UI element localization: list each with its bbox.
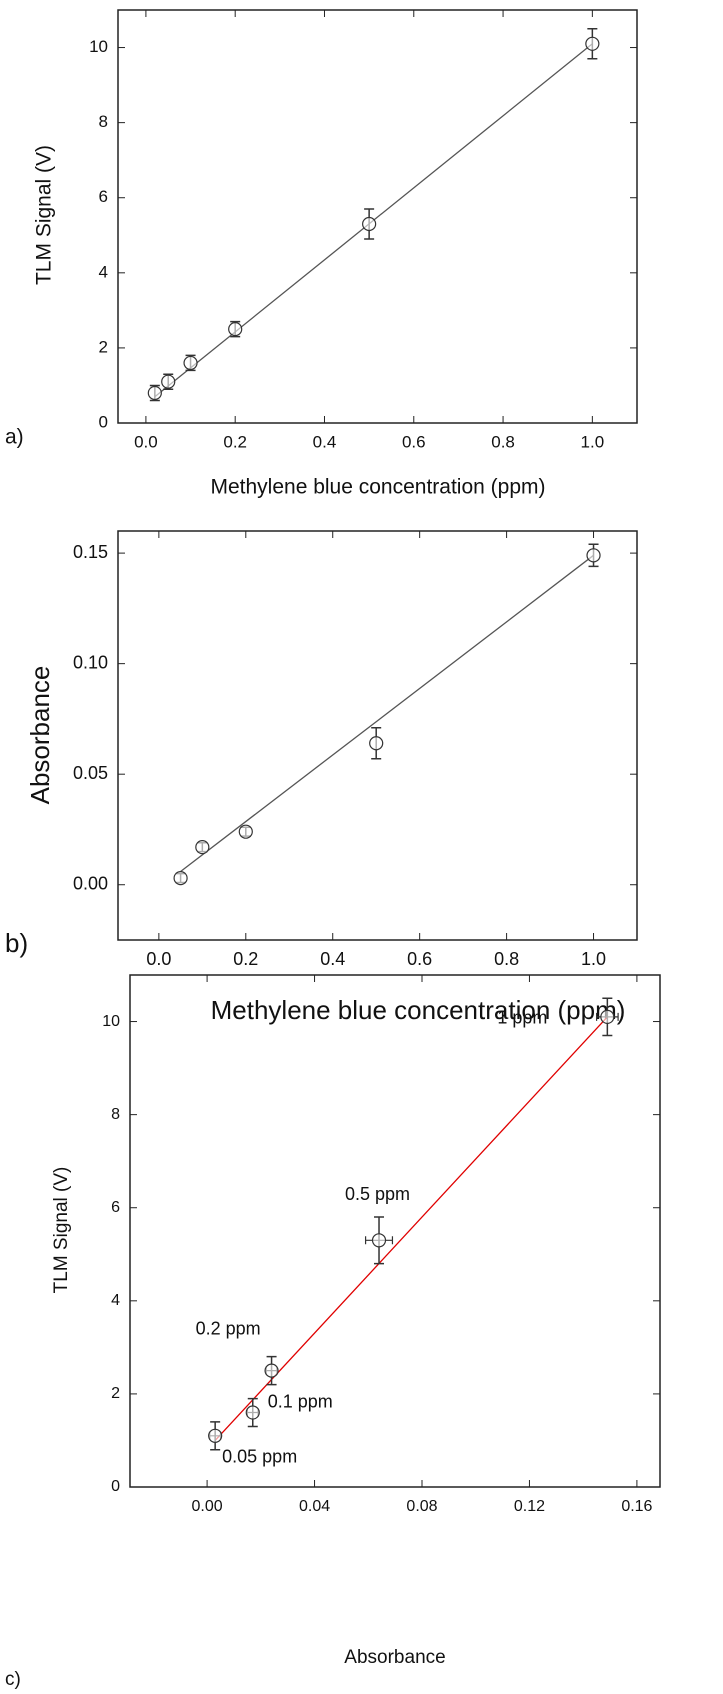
point-label: 0.1 ppm — [268, 1391, 333, 1411]
data-point — [161, 374, 176, 389]
point-label: 0.2 ppm — [196, 1318, 261, 1338]
y-axis-label: TLM Signal (V) — [51, 1167, 72, 1294]
y-tick-label: 8 — [99, 112, 108, 131]
x-tick-label: 0.4 — [313, 432, 337, 451]
x-tick-label: 0.8 — [494, 949, 519, 969]
y-tick-label: 0 — [99, 412, 108, 431]
y-tick-label: 0 — [111, 1478, 120, 1495]
x-tick-label: 0.2 — [233, 949, 258, 969]
y-tick-label: 8 — [111, 1106, 120, 1123]
y-tick-label: 6 — [99, 187, 108, 206]
x-tick-label: 0.2 — [223, 432, 247, 451]
x-tick-label: 0.00 — [192, 1498, 223, 1515]
data-point — [371, 1233, 387, 1248]
y-tick-label: 2 — [111, 1385, 120, 1402]
data-point — [228, 322, 243, 337]
data-point — [600, 1009, 615, 1024]
data-point — [362, 216, 377, 232]
fit-line — [214, 1016, 608, 1441]
x-tick-label: 1.0 — [581, 432, 605, 451]
x-tick-label: 0.0 — [146, 949, 171, 969]
data-point — [586, 548, 601, 563]
fit-line — [180, 554, 594, 872]
plot-frame — [129, 974, 661, 1488]
panel-label: b) — [5, 928, 28, 958]
x-tick-label: 0.4 — [320, 949, 345, 969]
y-tick-label: 0.00 — [73, 873, 108, 893]
x-tick-label: 0.16 — [621, 1498, 652, 1515]
y-tick-label: 2 — [99, 337, 108, 356]
y-tick-label: 0.10 — [73, 652, 108, 672]
x-tick-label: 1.0 — [581, 949, 606, 969]
point-label: 0.05 ppm — [222, 1447, 297, 1467]
x-tick-label: 0.8 — [491, 432, 515, 451]
y-tick-label: 10 — [102, 1013, 120, 1030]
x-tick-label: 0.04 — [299, 1498, 330, 1515]
x-tick-label: 0.08 — [406, 1498, 437, 1515]
x-tick-label: 0.12 — [514, 1498, 545, 1515]
x-axis-label: Methylene blue concentration (ppm) — [211, 995, 626, 1025]
point-label: 1 ppm — [497, 1008, 547, 1028]
data-point — [183, 355, 198, 371]
x-axis-label: Absorbance — [344, 1647, 445, 1668]
data-point — [238, 824, 253, 839]
x-axis-label: Methylene blue concentration (ppm) — [210, 476, 545, 499]
point-label: 0.5 ppm — [345, 1184, 410, 1204]
y-tick-label: 4 — [111, 1292, 120, 1309]
x-tick-label: 0.6 — [407, 949, 432, 969]
y-tick-label: 0.05 — [73, 763, 108, 783]
x-tick-label: 0.6 — [402, 432, 426, 451]
data-point — [147, 385, 162, 401]
y-tick-label: 6 — [111, 1199, 120, 1216]
data-point — [195, 840, 210, 855]
plot-frame — [117, 9, 638, 424]
data-point — [208, 1428, 223, 1443]
data-point — [173, 870, 188, 886]
data-point — [369, 736, 384, 751]
y-tick-label: 0.15 — [73, 542, 108, 562]
y-axis-label: Absorbance — [25, 666, 55, 805]
data-point — [264, 1363, 279, 1378]
panel-label: a) — [5, 426, 24, 449]
y-axis-label: TLM Signal (V) — [33, 145, 56, 285]
y-tick-label: 10 — [89, 37, 108, 56]
panel-label: c) — [5, 1669, 21, 1690]
data-point — [245, 1405, 260, 1420]
x-tick-label: 0.0 — [134, 432, 158, 451]
y-tick-label: 4 — [99, 262, 108, 281]
plot-frame — [117, 530, 638, 941]
data-point — [585, 36, 600, 51]
